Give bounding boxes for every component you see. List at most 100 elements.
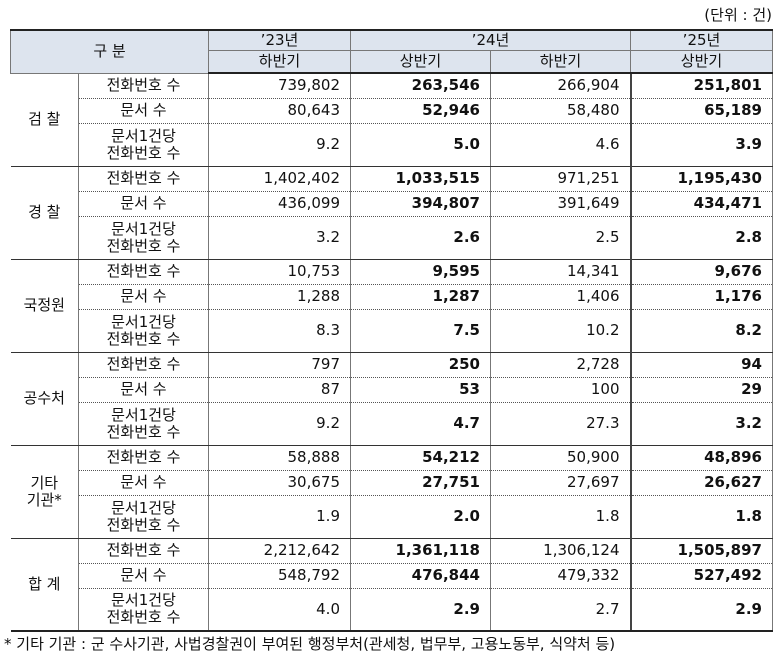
row-label: 문서 수	[78, 377, 209, 403]
value-cell: 14,341	[490, 259, 631, 285]
data-row: 국정원 전화번호 수 10,753 9,595 14,341 9,676	[10, 259, 773, 353]
row-label: 문서1건당 전화번호 수	[78, 402, 209, 446]
value-cell: 1,176	[629, 284, 773, 310]
row-label: 전화번호 수	[78, 445, 209, 471]
value-cell: 4.7	[350, 402, 491, 446]
value-cell: 30,675	[208, 470, 351, 496]
group-name: 기타 기관*	[10, 445, 79, 539]
value-cell: 2.0	[350, 495, 491, 539]
value-cell: 10.2	[490, 309, 631, 353]
value-cell: 27,751	[350, 470, 491, 496]
value-cell: 2.9	[350, 588, 491, 632]
value-cell: 548,792	[208, 563, 351, 589]
row-label: 문서1건당 전화번호 수	[78, 216, 209, 260]
value-cell: 3.9	[629, 123, 773, 167]
value-cell: 394,807	[350, 191, 491, 217]
value-cell: 65,189	[629, 98, 773, 124]
value-cell: 10,753	[208, 259, 351, 285]
value-cell: 3.2	[629, 402, 773, 446]
value-cell: 54,212	[350, 445, 491, 471]
value-cell: 1,361,118	[350, 538, 491, 564]
row-label: 문서1건당 전화번호 수	[78, 123, 209, 167]
value-cell: 250	[350, 352, 491, 378]
data-row: 문서 수 30,675 27,751 27,697 26,627	[11, 470, 773, 496]
value-cell: 1.8	[629, 495, 773, 539]
header-row: 구 분 ’23년 ’24년 ’25년	[10, 29, 773, 74]
value-cell: 53	[350, 377, 491, 403]
value-cell: 476,844	[350, 563, 491, 589]
data-row: 문서1건당 전화번호 수 8.3 7.5 10.2 8.2	[11, 309, 773, 353]
value-cell: 434,471	[629, 191, 773, 217]
value-cell: 1,288	[208, 284, 351, 310]
period-year: ’25년	[630, 29, 773, 51]
value-cell: 971,251	[490, 166, 631, 192]
period-year: ’24년	[350, 29, 631, 51]
value-cell: 29	[629, 377, 773, 403]
value-cell: 87	[208, 377, 351, 403]
value-cell: 27.3	[490, 402, 631, 446]
value-cell: 94	[629, 352, 773, 378]
header-row: 하반기 상반기 하반기 상반기	[11, 50, 773, 74]
value-cell: 4.0	[208, 588, 351, 632]
value-cell: 2.9	[629, 588, 773, 632]
group-name: 공수처	[10, 352, 79, 446]
row-label: 문서 수	[78, 191, 209, 217]
unit-label: (단위 : 건)	[704, 6, 772, 24]
value-cell: 52,946	[350, 98, 491, 124]
value-cell: 48,896	[629, 445, 773, 471]
value-cell: 9.2	[208, 123, 351, 167]
value-cell: 1,306,124	[490, 538, 631, 564]
value-cell: 58,480	[490, 98, 631, 124]
data-row: 문서1건당 전화번호 수 1.9 2.0 1.8 1.8	[11, 495, 773, 539]
data-row: 기타 기관* 전화번호 수 58,888 54,212 50,900 48,896	[10, 445, 773, 539]
row-label: 문서1건당 전화번호 수	[78, 495, 209, 539]
data-row: 경 찰 전화번호 수 1,402,402 1,033,515 971,251 1,195,…	[10, 166, 773, 260]
value-cell: 1,505,897	[629, 538, 773, 564]
value-cell: 8.2	[629, 309, 773, 353]
value-cell: 391,649	[490, 191, 631, 217]
row-label: 문서 수	[78, 470, 209, 496]
data-row: 문서1건당 전화번호 수 9.2 4.7 27.3 3.2	[11, 402, 773, 446]
data-row: 검 찰 전화번호 수 739,802 263,546 266,904 251,801	[10, 73, 773, 167]
period-half: 하반기	[208, 50, 351, 74]
value-cell: 58,888	[208, 445, 351, 471]
period-year: ’23년	[208, 29, 351, 51]
table-header: 구 분 ’23년 ’24년 ’25년 하반기 상반기 하반기 상반기	[10, 29, 773, 74]
data-row: 합 계 전화번호 수 2,212,642 1,361,118 1,306,124 1,50…	[10, 538, 773, 632]
period-half: 상반기	[630, 50, 773, 74]
value-cell: 436,099	[208, 191, 351, 217]
data-row: 문서 수 436,099 394,807 391,649 434,471	[11, 191, 773, 217]
value-cell: 2,212,642	[208, 538, 351, 564]
data-row: 문서 수 1,288 1,287 1,406 1,176	[11, 284, 773, 310]
value-cell: 8.3	[208, 309, 351, 353]
value-cell: 263,546	[350, 73, 491, 99]
footnote: * 기타 기관 : 군 수사기관, 사법경찰권이 부여된 행정부처(관세청, 법…	[4, 635, 616, 653]
value-cell: 266,904	[490, 73, 631, 99]
group-name: 국정원	[10, 259, 79, 353]
value-cell: 1,402,402	[208, 166, 351, 192]
value-cell: 1,195,430	[629, 166, 773, 192]
value-cell: 2,728	[490, 352, 631, 378]
value-cell: 2.6	[350, 216, 491, 260]
value-cell: 2.8	[629, 216, 773, 260]
data-row: 문서 수 87 53 100 29	[11, 377, 773, 403]
period-half: 하반기	[490, 50, 631, 74]
value-cell: 739,802	[208, 73, 351, 99]
value-cell: 27,697	[490, 470, 631, 496]
value-cell: 2.5	[490, 216, 631, 260]
value-cell: 797	[208, 352, 351, 378]
data-row: 문서1건당 전화번호 수 4.0 2.9 2.7 2.9	[11, 588, 773, 632]
row-label: 전화번호 수	[78, 538, 209, 564]
value-cell: 1.8	[490, 495, 631, 539]
value-cell: 26,627	[629, 470, 773, 496]
data-row: 문서 수 548,792 476,844 479,332 527,492	[11, 563, 773, 589]
value-cell: 1,406	[490, 284, 631, 310]
value-cell: 1.9	[208, 495, 351, 539]
value-cell: 4.6	[490, 123, 631, 167]
group-name: 검 찰	[10, 73, 79, 167]
value-cell: 479,332	[490, 563, 631, 589]
data-row: 문서1건당 전화번호 수 3.2 2.6 2.5 2.8	[11, 216, 773, 260]
value-cell: 9,595	[350, 259, 491, 285]
value-cell: 3.2	[208, 216, 351, 260]
